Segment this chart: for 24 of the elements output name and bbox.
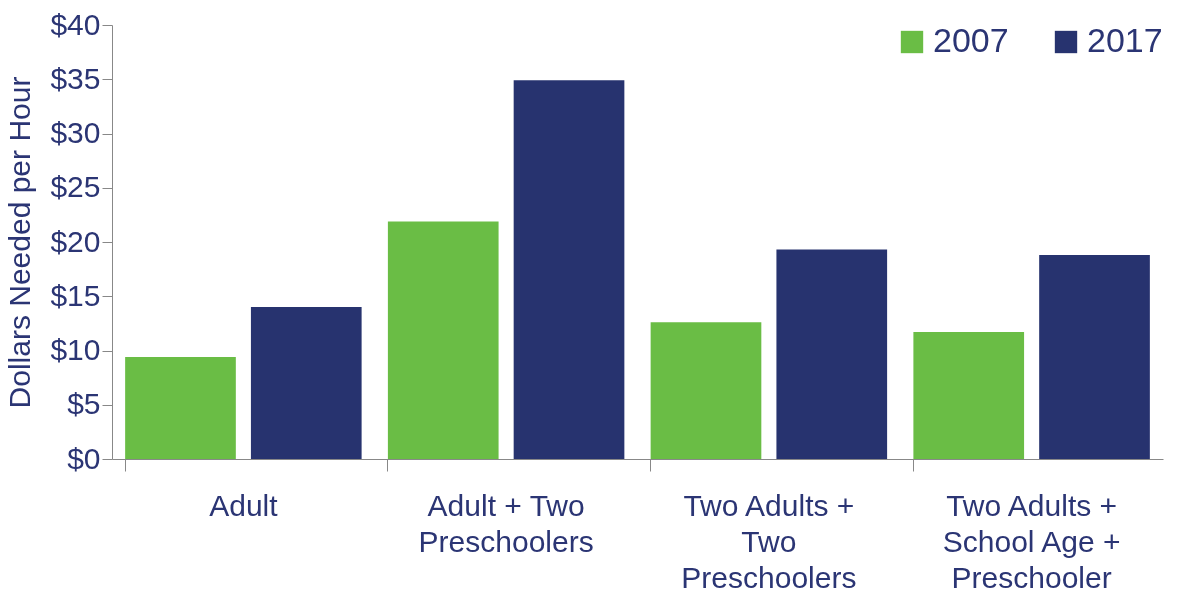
y-tick-label: $10 [50,333,101,366]
legend-label: 2007 [933,21,1009,59]
x-tick-label: Adult + Two Preschoolers [418,488,594,558]
bar [250,307,362,459]
y-tick-label: $15 [50,278,101,312]
bar [650,322,762,459]
legend-label: 2017 [1087,21,1163,59]
y-tick-label: $0 [67,441,101,475]
y-tick-label: $30 [50,116,101,149]
bar [913,332,1025,459]
y-tick-label: $25 [50,170,101,204]
bar [1039,255,1150,459]
y-tick-label: $40 [50,7,101,41]
y-axis-title: Dollars Needed per Hour [3,76,37,409]
y-tick-label: $35 [50,61,101,95]
bar [776,249,888,459]
y-tick-label: $20 [50,224,101,258]
bar [125,357,236,459]
x-tick-label: Two Adults + School Age + Preschooler [942,488,1121,594]
x-tick-label: Adult [209,488,279,522]
x-tick-label: Two Adults + Two Preschoolers [681,488,857,594]
bar [387,221,499,459]
y-tick-label: $5 [67,387,101,421]
bar [513,80,625,459]
